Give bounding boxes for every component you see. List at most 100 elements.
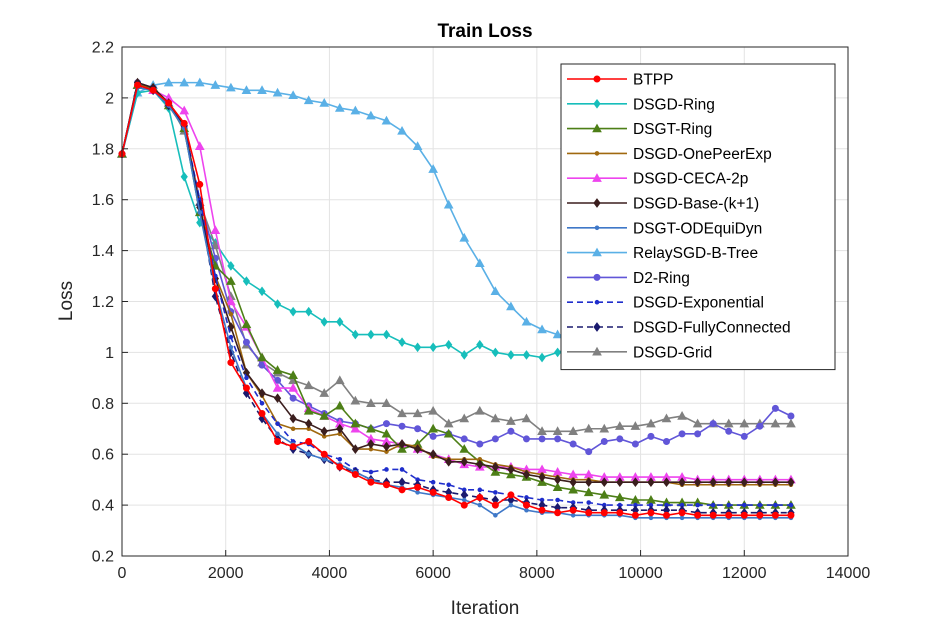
data-point	[163, 77, 174, 87]
data-point	[399, 467, 405, 472]
data-point	[570, 512, 576, 518]
legend-item-dsgd-exponential: DSGD-Exponential	[567, 295, 764, 312]
data-point	[756, 511, 764, 519]
legend-label: DSGD-Ring	[633, 96, 715, 113]
data-point	[474, 405, 485, 415]
data-point	[320, 426, 328, 437]
data-point	[631, 511, 639, 519]
data-point	[662, 477, 671, 488]
data-point	[678, 430, 686, 438]
data-point	[367, 329, 375, 340]
legend-item-dsgt-ring: DSGT-Ring	[567, 121, 712, 138]
data-point	[710, 502, 716, 508]
data-point	[787, 477, 795, 488]
data-point	[553, 474, 562, 485]
data-point	[303, 95, 314, 105]
data-point	[319, 410, 330, 420]
data-point	[226, 82, 236, 92]
data-point	[368, 469, 374, 475]
data-point	[522, 501, 530, 509]
data-point	[445, 457, 453, 467]
data-point	[289, 394, 297, 402]
y-tick-label: 1.4	[92, 243, 114, 260]
series-dsgd-exponential	[119, 82, 794, 508]
data-point	[226, 296, 236, 306]
data-point	[709, 477, 717, 488]
y-tick-label: 0.6	[92, 447, 114, 464]
data-point	[274, 437, 282, 445]
legend-label: BTPP	[633, 72, 673, 89]
x-tick-label: 10000	[618, 565, 663, 582]
data-point	[787, 412, 795, 420]
data-point	[381, 428, 392, 438]
data-point	[382, 481, 390, 489]
data-point	[275, 421, 280, 426]
data-point	[725, 427, 733, 435]
data-point	[429, 488, 437, 496]
data-point	[414, 425, 422, 433]
data-point	[522, 469, 531, 480]
legend-item-btpp: BTPP	[567, 72, 673, 89]
data-point	[429, 342, 437, 353]
data-point	[382, 329, 391, 340]
legend-item-dsgt-odequidyn: DSGT-ODEquiDyn	[567, 220, 762, 237]
x-tick-label: 4000	[312, 565, 348, 582]
legend-marker	[592, 247, 602, 257]
data-point	[428, 405, 438, 415]
data-point	[491, 347, 499, 358]
data-point	[179, 77, 190, 87]
data-point	[443, 199, 454, 209]
data-point	[321, 456, 327, 462]
data-point	[134, 81, 142, 89]
legend: BTPP DSGD-Ring DSGT-Ring DSGD-OnePeerExp DSG…	[560, 63, 836, 371]
data-point	[726, 502, 732, 508]
legend-label: D2-Ring	[633, 270, 690, 287]
data-point	[382, 420, 390, 428]
data-point	[631, 477, 640, 488]
data-point	[428, 423, 438, 433]
data-point	[350, 105, 361, 115]
data-point	[415, 490, 420, 495]
data-point	[476, 459, 484, 470]
data-point	[599, 489, 610, 499]
data-point	[305, 437, 313, 445]
data-point	[521, 316, 532, 326]
data-point	[226, 276, 236, 285]
legend-item-dsgd-ceca-2p: DSGD-CECA-2p	[567, 171, 748, 188]
data-point	[723, 418, 734, 428]
data-point	[257, 352, 267, 362]
legend-marker	[593, 322, 601, 332]
data-point	[692, 418, 703, 428]
data-point	[351, 329, 359, 340]
data-point	[228, 334, 234, 340]
data-point	[476, 339, 484, 350]
legend-marker	[594, 151, 600, 156]
data-point	[600, 477, 608, 488]
data-point	[367, 439, 375, 449]
data-point	[647, 432, 655, 440]
data-point	[493, 512, 498, 518]
legend-marker	[593, 273, 601, 281]
legend-marker	[593, 198, 601, 208]
data-point	[491, 501, 499, 509]
data-point	[771, 404, 779, 412]
legend-item-dsgd-base-k-1: DSGD-Base-(k+1)	[567, 196, 759, 213]
data-point	[522, 350, 531, 360]
data-point	[553, 347, 562, 358]
data-point	[414, 483, 422, 491]
data-point	[521, 413, 532, 423]
data-point	[429, 449, 437, 460]
data-point	[334, 375, 345, 385]
y-tick-label: 0.4	[92, 498, 114, 515]
data-point	[412, 141, 423, 150]
data-point	[288, 383, 298, 392]
data-point	[398, 439, 406, 449]
legend-item-dsgd-onepeerexp: DSGD-OnePeerExp	[567, 146, 772, 163]
data-point	[694, 511, 702, 519]
data-point	[522, 435, 530, 443]
legend-box	[560, 63, 836, 371]
data-point	[149, 86, 157, 94]
data-point	[583, 487, 594, 497]
legend-label: DSGD-Grid	[633, 344, 712, 361]
data-point	[552, 426, 563, 435]
